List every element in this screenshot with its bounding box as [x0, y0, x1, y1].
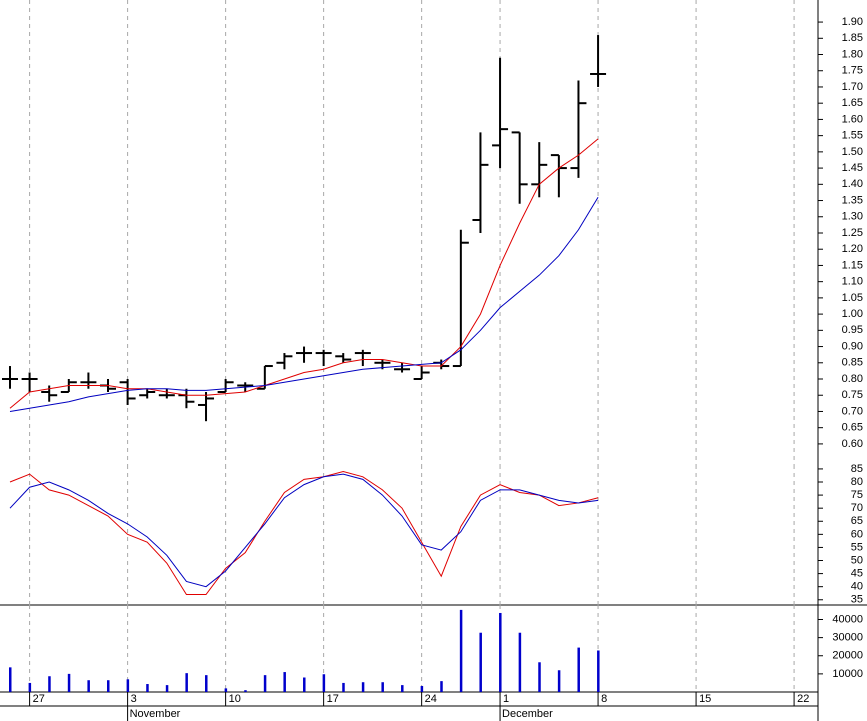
volume-bar — [440, 681, 443, 692]
y-tick-label: 65 — [851, 515, 863, 527]
x-tick-label: 27 — [33, 693, 45, 705]
y-tick-label: 75 — [851, 489, 863, 501]
x-tick-label: 24 — [425, 693, 437, 705]
y-tick-label: 20000 — [832, 650, 863, 662]
volume-bar — [518, 632, 522, 692]
y-tick-label: 1.25 — [842, 227, 863, 239]
y-tick-label: 1.60 — [842, 113, 863, 125]
volume-bar — [205, 675, 208, 692]
month-label: November — [130, 708, 181, 720]
volume-bar — [244, 690, 247, 692]
x-tick-label: 17 — [327, 693, 339, 705]
y-tick-label: 1.65 — [842, 97, 863, 109]
x-tick-label: 1 — [503, 693, 509, 705]
volume-bar — [597, 650, 600, 692]
volume-bar — [146, 684, 149, 692]
volume-bar — [224, 688, 228, 692]
y-tick-label: 0.75 — [842, 389, 863, 401]
x-tick-label: 22 — [797, 693, 809, 705]
volume-bar — [28, 682, 32, 692]
volume-bar — [381, 682, 384, 692]
y-tick-label: 70 — [851, 502, 863, 514]
y-tick-label: 1.10 — [842, 276, 863, 288]
volume-bar — [87, 680, 90, 692]
y-tick-label: 55 — [851, 541, 863, 553]
volume-bar — [263, 675, 267, 692]
y-tick-label: 1.75 — [842, 65, 863, 77]
x-tick-label: 15 — [699, 693, 711, 705]
y-tick-label: 80 — [851, 476, 863, 488]
y-tick-label: 50 — [851, 554, 863, 566]
volume-bar — [538, 662, 541, 692]
y-tick-label: 1.40 — [842, 178, 863, 190]
y-tick-label: 10000 — [832, 668, 863, 680]
volume-bar — [342, 682, 345, 692]
month-label: December — [502, 708, 553, 720]
volume-bar — [499, 612, 502, 692]
y-tick-label: 0.65 — [842, 422, 863, 434]
y-tick-label: 1.90 — [842, 16, 863, 28]
y-tick-label: 1.05 — [842, 292, 863, 304]
y-tick-label: 40000 — [832, 613, 863, 625]
y-tick-label: 0.95 — [842, 324, 863, 336]
y-tick-label: 45 — [851, 568, 863, 580]
y-tick-label: 1.35 — [842, 194, 863, 206]
volume-bar — [107, 680, 110, 692]
y-tick-label: 30000 — [832, 632, 863, 644]
y-tick-label: 0.80 — [842, 373, 863, 385]
x-tick-label: 10 — [229, 693, 241, 705]
volume-bar — [557, 670, 561, 692]
volume-bar — [303, 677, 306, 692]
volume-bar — [577, 647, 580, 692]
y-tick-label: 35 — [851, 594, 863, 606]
volume-bar — [185, 673, 188, 692]
y-tick-label: 0.60 — [842, 438, 863, 450]
volume-bar — [401, 685, 404, 692]
y-tick-label: 1.45 — [842, 162, 863, 174]
line-series — [9, 471, 599, 596]
x-tick-label: 8 — [601, 693, 607, 705]
volume-bar — [8, 667, 12, 692]
volume-bar — [322, 674, 326, 692]
y-tick-label: 85 — [851, 463, 863, 475]
y-tick-label: 40 — [851, 581, 863, 593]
y-tick-label: 0.85 — [842, 357, 863, 369]
volume-bar — [420, 686, 424, 692]
volume-bar — [459, 609, 463, 692]
x-tick-label: 3 — [131, 693, 137, 705]
y-tick-label: 1.50 — [842, 146, 863, 158]
volume-bar — [283, 672, 286, 692]
y-tick-label: 0.70 — [842, 405, 863, 417]
y-tick-label: 1.85 — [842, 32, 863, 44]
y-tick-label: 1.70 — [842, 81, 863, 93]
y-tick-label: 1.80 — [842, 48, 863, 60]
y-tick-label: 1.20 — [842, 243, 863, 255]
volume-bar — [165, 685, 169, 692]
y-tick-label: 0.90 — [842, 340, 863, 352]
volume-bar — [361, 682, 365, 692]
line-series — [9, 473, 599, 588]
y-tick-label: 60 — [851, 528, 863, 540]
volume-bar — [48, 676, 51, 692]
y-tick-label: 1.00 — [842, 308, 863, 320]
y-tick-label: 1.15 — [842, 259, 863, 271]
line-series — [9, 197, 599, 412]
y-tick-label: 1.55 — [842, 130, 863, 142]
y-tick-label: 1.30 — [842, 211, 863, 223]
volume-bar — [479, 632, 482, 692]
volume-bar — [126, 679, 130, 692]
line-series — [9, 138, 599, 409]
volume-bar — [67, 673, 71, 692]
